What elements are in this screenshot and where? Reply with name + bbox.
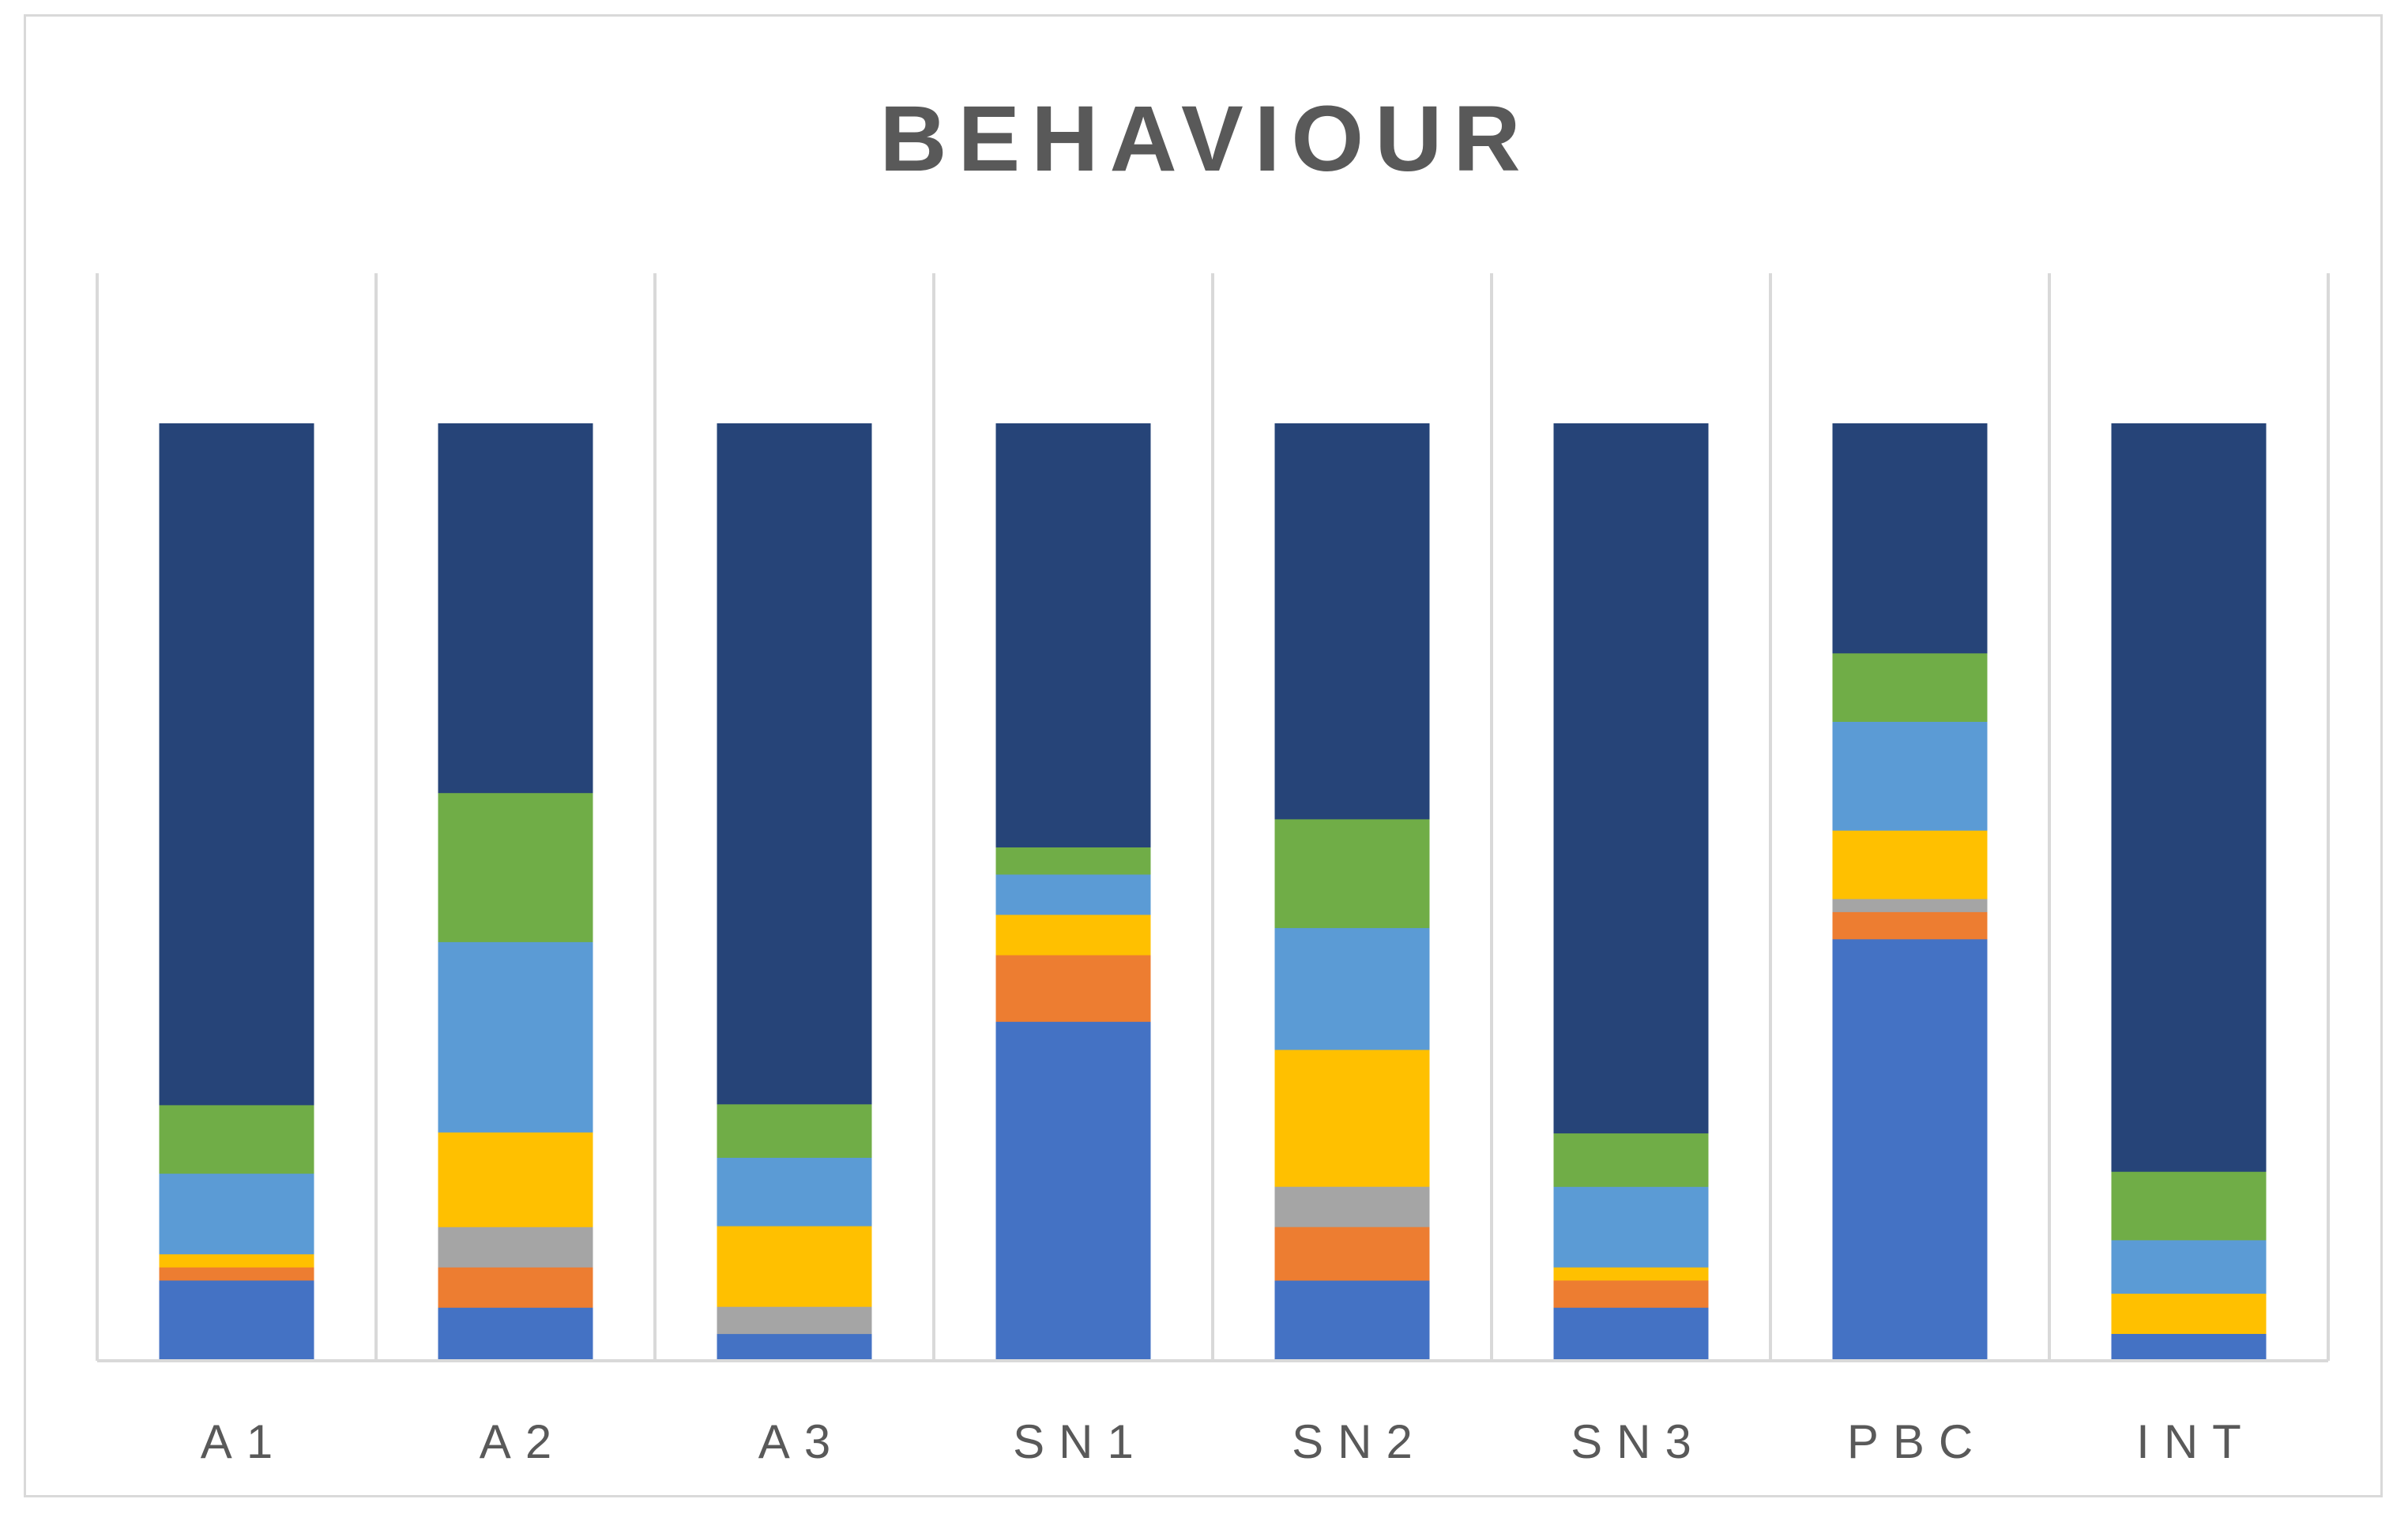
bar-int-segment-7 [2111,423,2267,1172]
bar-int-segment-5 [2111,1239,2267,1294]
bar-int-segment-1 [2111,1333,2267,1362]
bar-sn1-segment-1 [995,1021,1151,1362]
bar-pbc-segment-5 [1832,721,1988,831]
chart-frame: BEHAVIOUR A1 A2 A3 SN1 SN2 SN3 PBC INT [24,14,2383,1497]
bar-stack-sn3 [1553,423,1709,1362]
bar-a1-segment-1 [159,1279,314,1362]
chart-title: BEHAVIOUR [879,87,1531,191]
bar-sn3-segment-1 [1553,1307,1709,1362]
bar-stack-pbc [1832,423,1988,1362]
bar-a1-segment-7 [159,423,314,1106]
bar-sn2-segment-5 [1274,927,1430,1050]
x-tick-label-a2: A2 [480,1415,566,1468]
bar-a2-segment-1 [438,1307,593,1362]
bar-sn3-segment-2 [1553,1279,1709,1308]
bar-a3-segment-1 [717,1333,872,1362]
bar-a1-segment-5 [159,1173,314,1255]
bar-sn2-segment-3 [1274,1186,1430,1227]
bar-sn1-segment-7 [995,423,1151,847]
x-tick-label-sn1: SN1 [1013,1415,1148,1468]
bar-sn3-segment-4 [1553,1267,1709,1281]
bar-a1-segment-2 [159,1267,314,1281]
bar-sn1-segment-5 [995,873,1151,915]
bar-a3-segment-3 [717,1306,872,1335]
bar-a2-segment-7 [438,423,593,794]
x-tick-label-a1: A1 [201,1415,287,1468]
bar-stack-a3 [717,423,872,1362]
bar-sn2-segment-4 [1274,1049,1430,1187]
category-separators [96,273,2330,1361]
bar-sn3-segment-6 [1553,1133,1709,1187]
bar-stack-sn1 [995,423,1151,1362]
bar-pbc-segment-3 [1832,898,1988,912]
bar-pbc-segment-1 [1832,938,1988,1362]
bar-a2-segment-2 [438,1267,593,1308]
bar-sn2-segment-2 [1274,1227,1430,1281]
bar-a1-segment-4 [159,1253,314,1268]
x-tick-label-sn2: SN2 [1292,1415,1427,1468]
x-tick-labels: A1 A2 A3 SN1 SN2 SN3 PBC INT [201,1415,2256,1468]
bar-a2-segment-6 [438,792,593,942]
x-tick-label-pbc: PBC [1847,1415,1987,1468]
bar-a2-segment-5 [438,941,593,1133]
bar-stack-a2 [438,423,593,1362]
bar-a3-segment-6 [717,1103,872,1158]
bar-a1-segment-6 [159,1104,314,1174]
bar-sn2-segment-1 [1274,1279,1430,1362]
bar-stack-int [2111,423,2267,1362]
x-tick-label-int: INT [2136,1415,2256,1468]
bar-a3-segment-4 [717,1226,872,1307]
x-tick-label-a3: A3 [758,1415,845,1468]
chart-canvas: BEHAVIOUR A1 A2 A3 SN1 SN2 SN3 PBC INT [96,87,2330,1468]
bar-stack-a1 [159,423,314,1362]
bar-sn1-segment-6 [995,847,1151,875]
bar-a3-segment-5 [717,1157,872,1227]
bar-sn1-segment-4 [995,915,1151,956]
bar-int-segment-4 [2111,1293,2267,1334]
bar-pbc-segment-7 [1832,423,1988,654]
bar-a2-segment-3 [438,1227,593,1268]
bar-sn2-segment-7 [1274,423,1430,820]
bar-sn3-segment-7 [1553,423,1709,1134]
bar-pbc-segment-2 [1832,911,1988,940]
bar-int-segment-6 [2111,1171,2267,1241]
bar-sn2-segment-6 [1274,818,1430,929]
bar-sn1-segment-2 [995,955,1151,1022]
bar-stack-sn2 [1274,423,1430,1362]
bar-pbc-segment-6 [1832,652,1988,722]
bars [159,423,2267,1362]
bar-sn3-segment-5 [1553,1186,1709,1268]
bar-pbc-segment-4 [1832,830,1988,900]
x-tick-label-sn3: SN3 [1571,1415,1706,1468]
bar-a2-segment-4 [438,1132,593,1227]
bar-a3-segment-7 [717,423,872,1105]
